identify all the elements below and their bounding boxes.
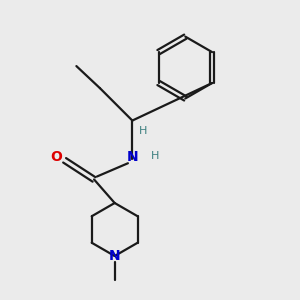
Text: O: O xyxy=(50,150,62,164)
Text: N: N xyxy=(127,150,138,164)
Text: N: N xyxy=(109,249,121,263)
Text: H: H xyxy=(139,126,147,136)
Text: H: H xyxy=(151,151,159,161)
